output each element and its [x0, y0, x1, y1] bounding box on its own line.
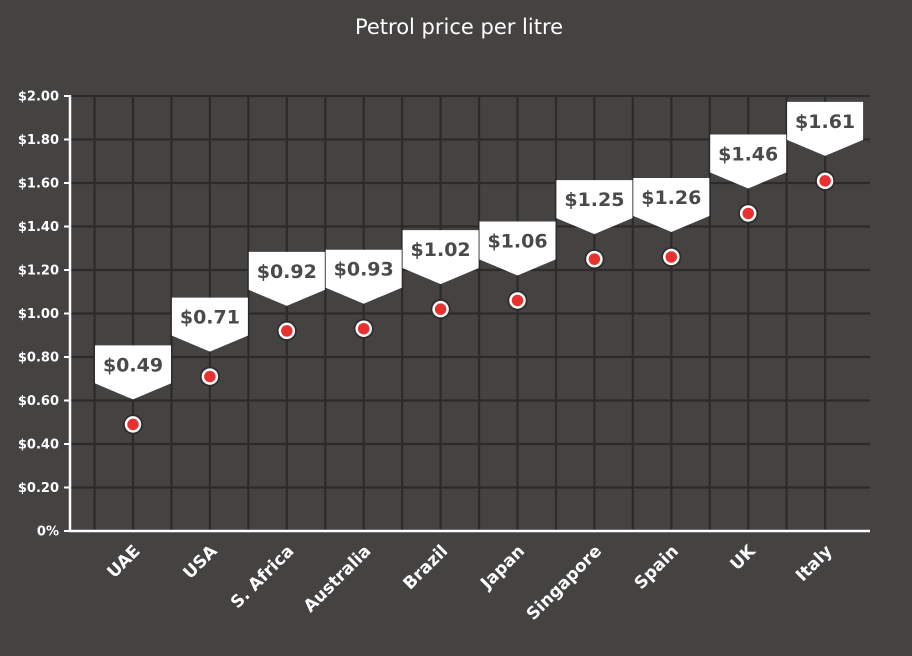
data-point [586, 250, 603, 268]
y-tick-label: $1.60 [18, 177, 59, 192]
y-tick-label: $1.40 [18, 220, 59, 235]
data-point [432, 300, 449, 318]
data-points [123, 170, 836, 435]
y-tick-label: $0.40 [18, 438, 59, 453]
data-label-callout [248, 251, 325, 306]
data-label-callout [171, 297, 248, 352]
y-tick-label: $0.80 [18, 351, 59, 366]
x-tick-label: USA [180, 541, 222, 583]
data-point [509, 292, 526, 309]
chart-title: Petrol price per litre [355, 15, 563, 39]
x-tick-label: UK [727, 541, 761, 575]
data-label-callout [787, 101, 864, 156]
data-label-callout [325, 249, 402, 304]
data-label-callout [556, 180, 633, 235]
data-point [816, 172, 834, 190]
data-label: $0.49 [103, 354, 163, 376]
data-label: $1.61 [795, 111, 855, 133]
data-label: $1.06 [487, 230, 547, 252]
y-tick-label: $0.20 [18, 481, 59, 496]
data-point [355, 320, 372, 337]
x-tick-label: Singapore [523, 541, 606, 624]
y-tick-label: $0.60 [18, 394, 59, 409]
data-label-callout [479, 221, 556, 276]
data-label: $1.02 [411, 239, 471, 261]
data-point [201, 368, 219, 385]
y-tick-label: $1.20 [18, 264, 59, 279]
data-point [278, 322, 296, 340]
x-tick-label: Brazil [400, 541, 453, 594]
y-tick-label: 0% [37, 525, 59, 540]
x-tick-label: Australia [300, 541, 375, 616]
x-tick-label: Spain [631, 541, 683, 593]
data-label: $1.46 [718, 143, 778, 165]
x-tick-label: S. Africa [227, 541, 298, 612]
data-labels: $0.49 $0.71 $0.92 $0.93 $1.02 $1.06 $1.25 $1.26… [95, 101, 864, 400]
data-label-callout [402, 230, 479, 285]
x-tick-label: UAE [103, 541, 144, 582]
data-point [663, 248, 680, 266]
y-tick-label: $2.00 [18, 90, 59, 105]
data-label-callout [633, 177, 710, 232]
y-tick-label: $1.80 [18, 133, 59, 148]
data-label-callout [95, 345, 171, 400]
axes [64, 95, 870, 533]
x-axis-ticks: UAE USA S. Africa Australia Brazil JapanSinga… [103, 541, 836, 625]
data-label: $0.92 [257, 261, 317, 283]
data-label: $0.71 [180, 307, 240, 329]
y-tick-label: $1.00 [18, 307, 59, 322]
x-tick-label: Japan [476, 541, 529, 594]
data-label: $1.26 [641, 187, 701, 209]
data-label-callout [710, 134, 787, 189]
data-point [124, 416, 142, 433]
y-axis-ticks: 0% $0.20 $0.40 $0.60 $0.80 $1.00 $1.20 $1.40 $1.… [18, 90, 59, 540]
data-label: $0.93 [334, 259, 394, 281]
data-point [739, 205, 757, 222]
x-tick-label: Italy [792, 541, 836, 585]
data-label: $1.25 [564, 189, 624, 211]
